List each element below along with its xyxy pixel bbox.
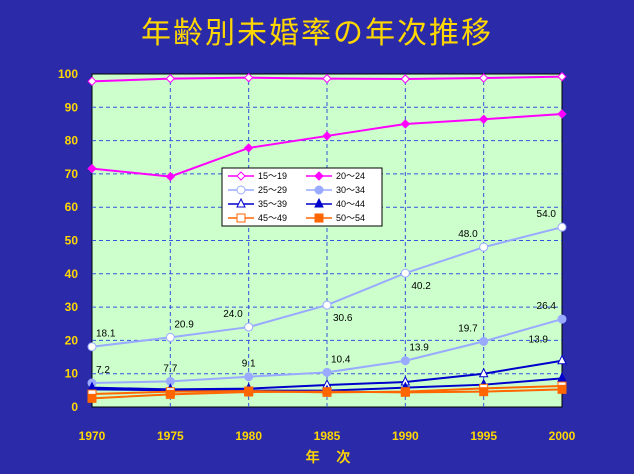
data-point (322, 131, 332, 141)
data-point (478, 73, 489, 83)
data-label: 7.2 (96, 365, 110, 376)
legend-marker (314, 171, 324, 181)
data-point (322, 300, 332, 310)
data-label: 9.1 (242, 359, 256, 370)
y-tick-label: 100 (58, 67, 78, 81)
data-point (165, 73, 176, 84)
data-point (479, 387, 489, 397)
legend-label: 50～54 (336, 213, 365, 223)
data-label: 30.6 (333, 313, 353, 324)
data-point (243, 72, 254, 83)
legend: 15～19 20～24 25～29 30～34 35～39 40～44 45～49 50～54 (221, 167, 383, 227)
y-tick-label: 80 (65, 134, 79, 148)
data-point (165, 171, 176, 182)
data-point (322, 73, 332, 84)
legend-label: 40～44 (336, 199, 365, 209)
data-label: 26.4 (537, 301, 557, 312)
data-point (479, 336, 489, 346)
legend-marker (314, 185, 324, 195)
data-point (322, 387, 332, 397)
legend-label: 15～19 (258, 171, 287, 181)
data-label: 10.4 (331, 354, 351, 365)
legend-box (221, 167, 383, 227)
data-point (557, 222, 567, 232)
data-point (400, 74, 411, 84)
legend-marker (236, 197, 246, 208)
data-point (479, 242, 489, 252)
legend-marker (236, 171, 246, 181)
data-label: 13.9 (529, 335, 549, 346)
y-tick-label: 60 (65, 200, 79, 214)
y-tick-label: 90 (65, 100, 79, 114)
y-tick-label: 20 (65, 333, 79, 347)
y-tick-label: 10 (65, 367, 79, 381)
legend-marker (236, 213, 246, 223)
data-label: 13.9 (409, 343, 429, 354)
data-label: 18.1 (96, 329, 116, 340)
data-point (400, 387, 410, 397)
data-point (557, 372, 567, 382)
data-point (322, 367, 332, 377)
data-point (244, 387, 254, 397)
data-point (165, 332, 175, 342)
data-label: 48.0 (458, 229, 478, 240)
legend-label: 30～34 (336, 185, 365, 195)
legend-label: 25～29 (258, 185, 287, 195)
x-tick-label: 1970 (79, 429, 106, 443)
data-point (165, 389, 175, 399)
data-point (87, 393, 97, 403)
data-point (557, 109, 567, 119)
data-label: 24.0 (223, 309, 243, 320)
data-point (244, 372, 254, 382)
data-point (478, 367, 489, 378)
data-point (87, 342, 97, 352)
chart-title: 年齢別未婚率の年次推移 (141, 16, 493, 51)
x-tick-label: 1980 (235, 429, 262, 443)
y-tick-label: 40 (65, 267, 79, 281)
data-label: 7.7 (163, 363, 177, 374)
legend-marker (314, 213, 324, 223)
data-label: 40.2 (411, 281, 431, 292)
data-point (87, 163, 97, 174)
legend-label: 20～24 (336, 171, 365, 181)
data-point (244, 322, 254, 332)
data-label: 54.0 (537, 209, 557, 220)
y-tick-label: 30 (65, 300, 79, 314)
legend-label: 35～39 (258, 199, 287, 209)
x-axis-label: 年 次 (306, 449, 357, 466)
y-tick-label: 50 (65, 234, 79, 248)
x-tick-label: 2000 (549, 429, 576, 443)
data-point (400, 119, 411, 129)
legend-marker (236, 185, 246, 195)
x-tick-label: 1985 (314, 429, 341, 443)
data-point (557, 384, 567, 394)
data-point (557, 71, 567, 82)
x-tick-label: 1990 (392, 429, 419, 443)
legend-marker (314, 197, 324, 208)
data-point (557, 314, 567, 324)
data-point (400, 356, 410, 366)
data-point (478, 114, 489, 124)
legend-label: 45～49 (258, 213, 287, 223)
x-tick-label: 1975 (157, 429, 184, 443)
data-label: 20.9 (174, 319, 194, 330)
data-point (557, 354, 567, 365)
y-tick-label: 70 (65, 167, 79, 181)
data-label: 19.7 (458, 323, 478, 334)
data-point (87, 76, 97, 87)
y-tick-label: 0 (71, 400, 78, 414)
data-point (400, 268, 410, 278)
data-point (243, 143, 254, 153)
x-tick-label: 1995 (470, 429, 497, 443)
